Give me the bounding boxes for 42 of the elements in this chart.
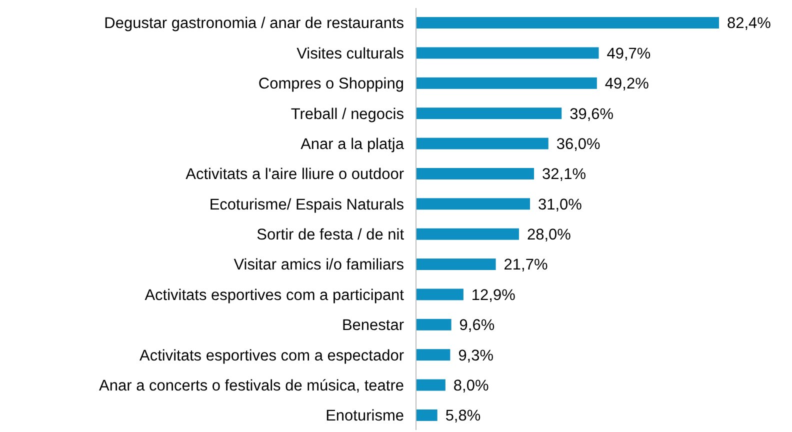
data-label: 12,9% bbox=[471, 286, 516, 304]
y-tick-label: Enoturisme bbox=[326, 408, 404, 425]
y-tick-label: Degustar gastronomia / anar de restaurants bbox=[104, 15, 404, 32]
data-label: 5,8% bbox=[445, 408, 481, 425]
y-tick-label: Activitats esportives com a participant bbox=[144, 286, 405, 304]
bar bbox=[416, 138, 548, 150]
bar bbox=[416, 409, 438, 421]
bar bbox=[416, 258, 496, 270]
data-label: 9,6% bbox=[459, 317, 495, 334]
y-tick-label: Benestar bbox=[342, 317, 404, 334]
bar bbox=[416, 108, 562, 120]
bar bbox=[416, 318, 452, 330]
data-label: 49,7% bbox=[606, 45, 651, 62]
y-tick-label: Activitats esportives com a espectador bbox=[140, 347, 404, 364]
data-label: 36,0% bbox=[556, 136, 601, 153]
y-tick-label: Anar a la platja bbox=[300, 136, 404, 153]
data-label: 82,4% bbox=[727, 15, 772, 32]
y-tick-label: Compres o Shopping bbox=[258, 76, 404, 93]
y-tick-label: Visitar amics i/o familiars bbox=[234, 256, 404, 274]
bar bbox=[416, 198, 530, 210]
y-tick-label: Anar a concerts o festivals de música, teatre bbox=[99, 377, 404, 394]
data-label: 39,6% bbox=[570, 106, 614, 123]
bar bbox=[416, 17, 719, 29]
bar bbox=[416, 77, 597, 89]
y-tick-label: Treball / negocis bbox=[290, 106, 404, 123]
bar bbox=[416, 228, 519, 240]
bar bbox=[416, 168, 534, 180]
y-tick-label: Activitats a l'aire lliure o outdoor bbox=[186, 166, 404, 184]
data-label: 8,0% bbox=[453, 377, 489, 394]
data-label: 28,0% bbox=[526, 226, 572, 244]
y-tick-label: Visites culturals bbox=[296, 45, 404, 62]
data-label: 49,2% bbox=[604, 76, 650, 93]
bar bbox=[416, 288, 464, 300]
bar bbox=[416, 47, 599, 59]
bar bbox=[416, 379, 446, 391]
bar bbox=[416, 349, 450, 361]
data-label: 32,1% bbox=[542, 166, 586, 184]
data-label: 9,3% bbox=[458, 347, 494, 364]
y-tick-label: Ecoturisme/ Espais Naturals bbox=[209, 196, 404, 214]
data-label: 31,0% bbox=[538, 196, 582, 214]
data-label: 21,7% bbox=[504, 256, 548, 274]
y-tick-label: Sortir de festa / de nit bbox=[256, 226, 405, 244]
